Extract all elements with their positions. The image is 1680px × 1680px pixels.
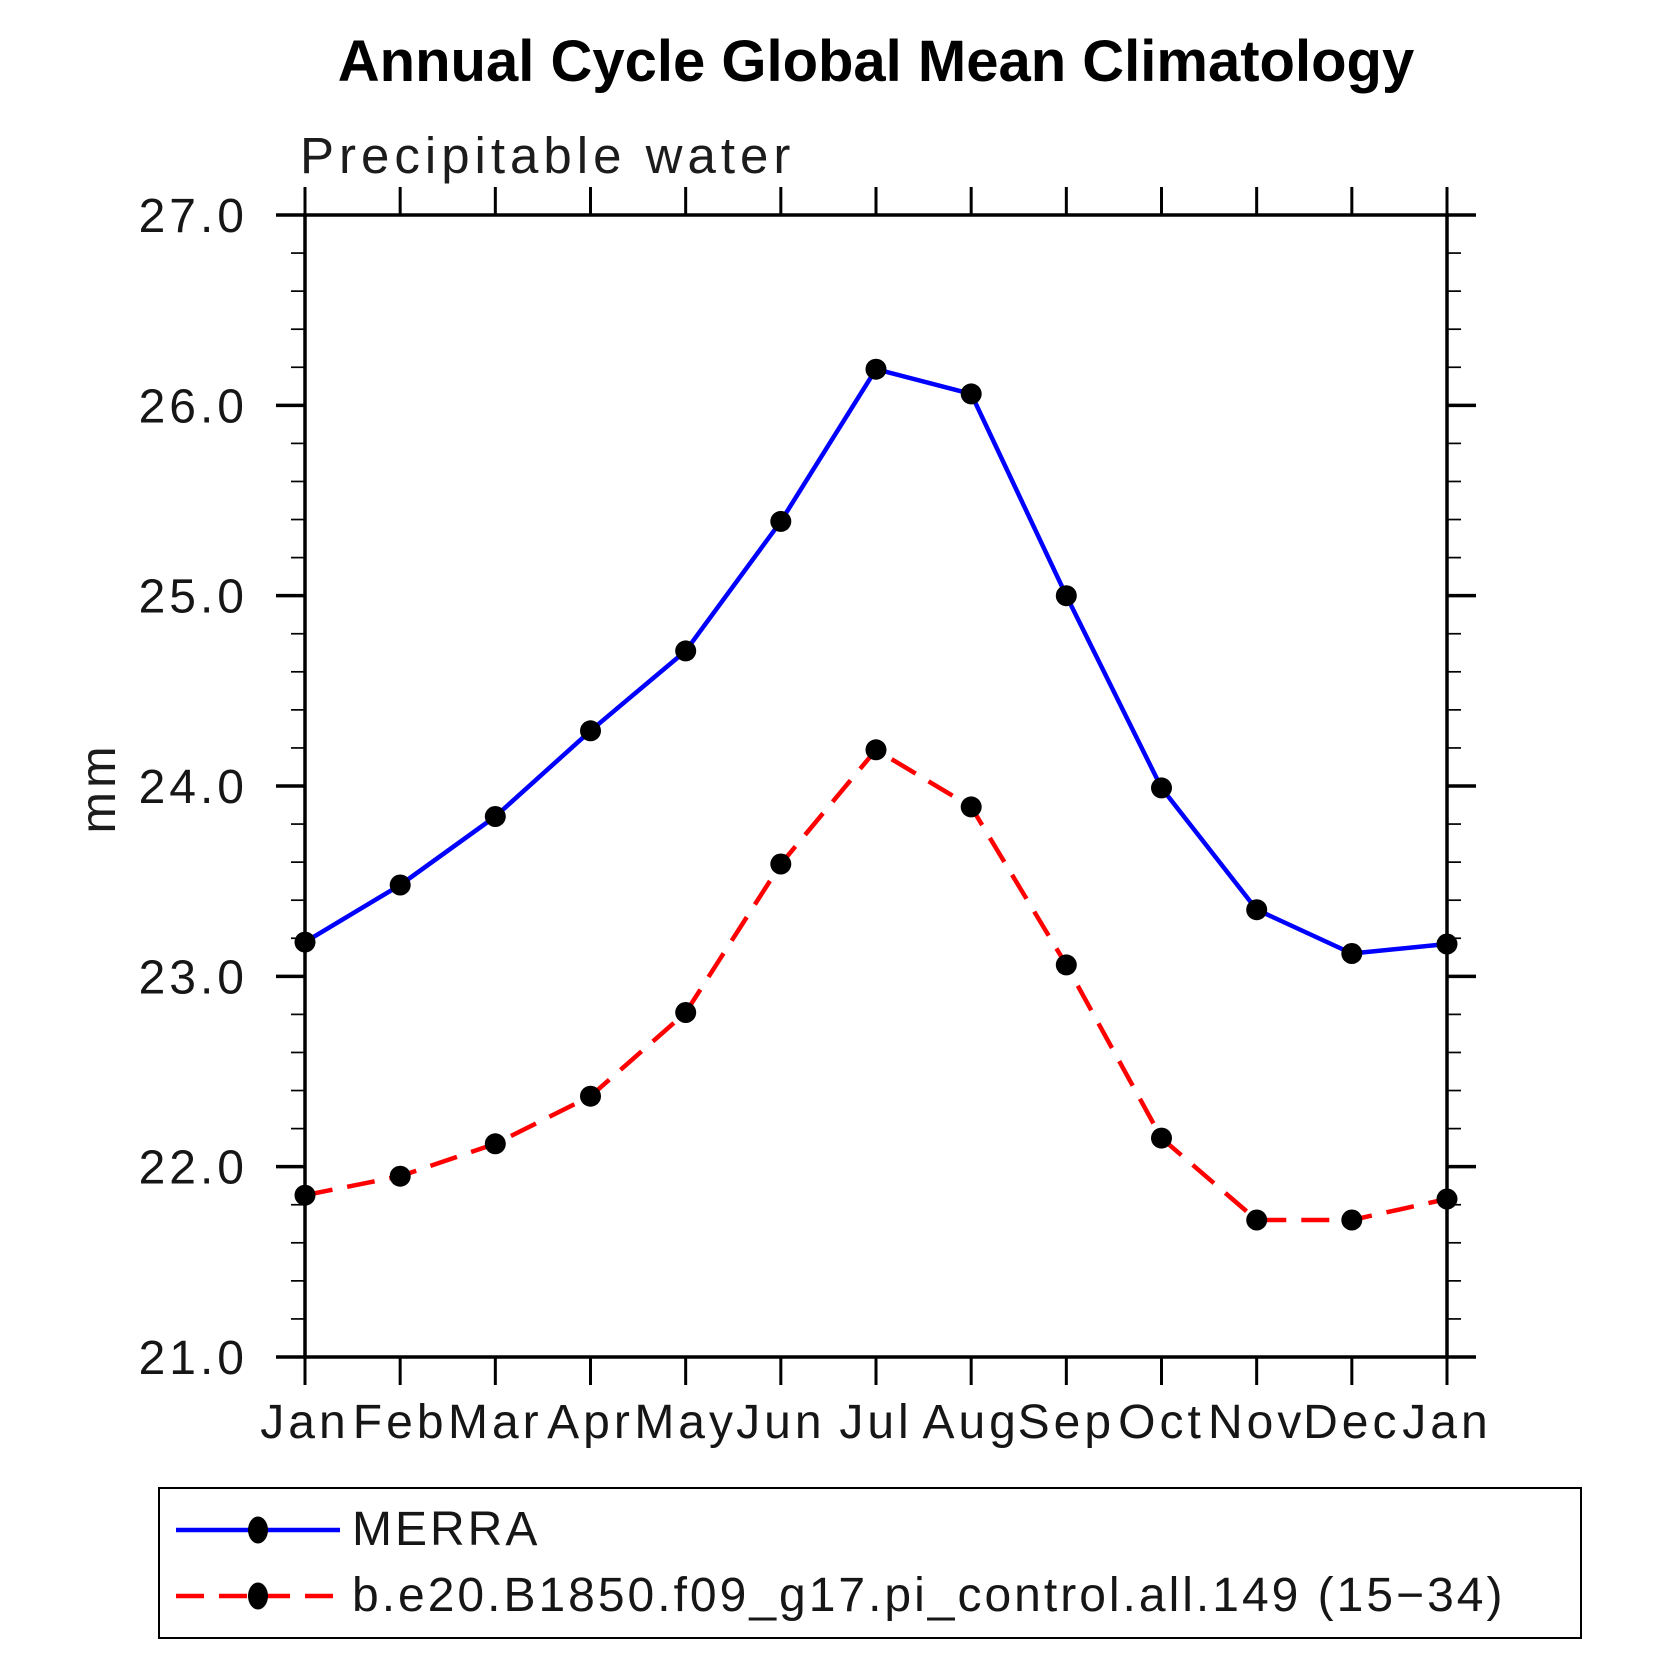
data-point-marker: [675, 1002, 697, 1023]
data-point-marker: [1246, 899, 1268, 921]
legend-box: MERRA b.e20.B1850.f09_g17.pi_control.all…: [158, 1487, 1582, 1639]
data-point-marker: [1246, 1209, 1268, 1231]
data-point-marker: [580, 720, 601, 742]
y-tick-label: 27.0: [139, 190, 248, 243]
data-point-marker: [484, 806, 506, 827]
data-point-marker: [389, 1165, 411, 1187]
chart-subtitle: Precipitable water: [300, 127, 796, 184]
data-point-marker: [580, 1085, 601, 1107]
data-point-marker: [294, 1184, 316, 1206]
legend-merra-line-sample: [176, 1516, 340, 1544]
x-tick-label: Mar: [448, 1396, 543, 1449]
x-tick-label: May: [634, 1396, 737, 1449]
x-tick-label: Sep: [1018, 1396, 1115, 1449]
data-point-marker: [960, 796, 982, 818]
y-tick-label: 23.0: [139, 951, 248, 1004]
data-point-marker: [1055, 954, 1077, 976]
data-point-marker: [1151, 777, 1172, 799]
data-point-marker: [484, 1133, 506, 1155]
data-point-marker: [1341, 1209, 1363, 1231]
x-tick-label: Apr: [547, 1396, 634, 1449]
x-tick-label: Jun: [736, 1396, 825, 1449]
y-tick-label: 26.0: [139, 380, 248, 433]
legend-model-marker: [248, 1582, 268, 1610]
data-point-marker: [1055, 585, 1077, 607]
data-point-marker: [770, 510, 792, 532]
legend-entry-merra: MERRA: [160, 1504, 1580, 1556]
data-point-marker: [294, 931, 316, 953]
legend-merra-marker: [248, 1516, 268, 1544]
x-tick-label: Jan: [1402, 1396, 1491, 1449]
x-tick-label: Dec: [1303, 1396, 1400, 1449]
x-tick-label: Jan: [260, 1396, 349, 1449]
data-point-marker: [865, 739, 887, 761]
data-point-marker: [389, 874, 411, 896]
x-tick-label: Feb: [353, 1396, 448, 1449]
data-point-marker: [675, 640, 697, 662]
data-point-marker: [1436, 933, 1458, 955]
legend-model-line-sample: [176, 1582, 340, 1610]
series-line-merra: [303, 366, 1448, 956]
x-tick-label: Aug: [922, 1396, 1019, 1449]
data-point-marker: [865, 358, 887, 380]
y-tick-label: 25.0: [139, 571, 248, 624]
y-tick-label: 21.0: [139, 1332, 248, 1385]
data-point-marker: [1341, 943, 1363, 964]
y-tick-label: 22.0: [139, 1142, 248, 1195]
chart-title: Annual Cycle Global Mean Climatology: [337, 29, 1415, 94]
plot-frame: [303, 213, 1449, 1359]
data-point-marker: [1151, 1127, 1172, 1149]
legend-label-merra: MERRA: [352, 1502, 541, 1556]
data-point-marker: [1436, 1188, 1458, 1210]
legend-entry-model: b.e20.B1850.f09_g17.pi_control.all.149 (…: [160, 1570, 1580, 1622]
x-tick-label: Oct: [1118, 1396, 1205, 1449]
x-tick-label: Jul: [839, 1396, 912, 1449]
data-point-marker: [960, 383, 982, 405]
series-line-model: [304, 747, 1448, 1223]
legend-label-model: b.e20.B1850.f09_g17.pi_control.all.149 (…: [352, 1569, 1506, 1623]
data-point-marker: [770, 853, 792, 875]
x-tick-label: Nov: [1208, 1396, 1305, 1449]
y-tick-label: 24.0: [139, 761, 248, 814]
